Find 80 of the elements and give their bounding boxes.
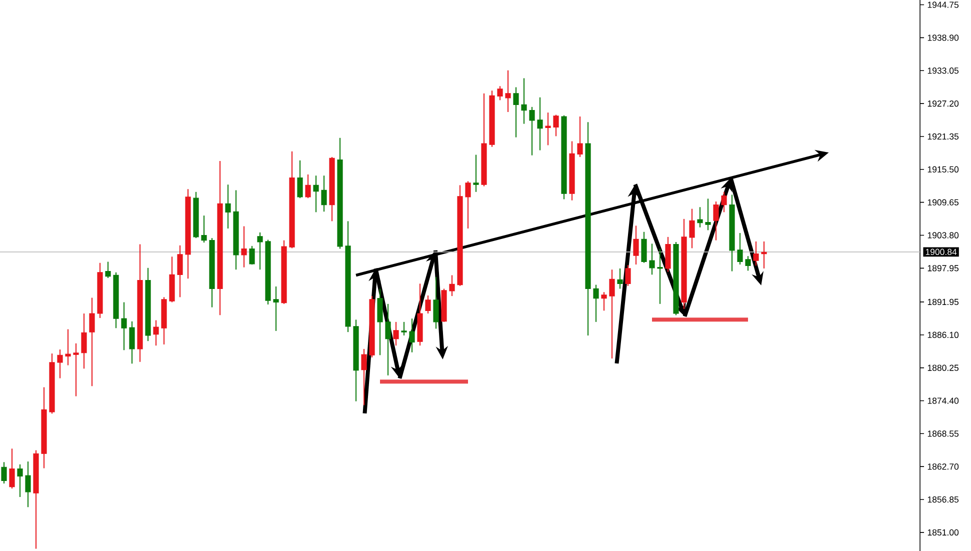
candlestick: [593, 284, 599, 322]
y-tick-label: 1933.05: [928, 68, 959, 74]
candlestick: [257, 232, 263, 270]
candlestick: [65, 328, 71, 366]
candlestick: [121, 302, 127, 351]
candlestick: [385, 303, 391, 376]
candlestick: [201, 215, 207, 244]
candlestick: [689, 208, 695, 249]
candlestick: [73, 342, 79, 397]
y-tick-label: 1891.95: [928, 298, 959, 306]
ref-line-label: 1900.84: [926, 248, 957, 256]
candlestick: [393, 321, 399, 346]
candlestick: [1, 462, 7, 484]
y-tick-label: 1944.75: [928, 2, 959, 8]
candlestick: [625, 264, 631, 286]
candlestick: [57, 349, 63, 379]
candlestick: [361, 348, 367, 406]
candlestick: [713, 200, 719, 241]
candlestick: [177, 244, 183, 298]
candlestick: [225, 184, 231, 229]
candlestick: [633, 225, 639, 266]
candlestick: [377, 288, 383, 356]
y-tick-label: 1851.00: [928, 529, 959, 536]
candlestick: [737, 232, 743, 266]
candlestick: [657, 248, 663, 304]
candlestick: [745, 256, 751, 272]
candlestick: [553, 114, 559, 137]
candlestick: [401, 321, 407, 336]
candlestick: [473, 154, 479, 192]
candlestick: [721, 191, 727, 213]
candlestick: [105, 261, 111, 279]
candlestick: [761, 240, 767, 269]
candlestick: [9, 448, 15, 490]
candlestick: [649, 243, 655, 276]
y-tick-label: 1903.80: [928, 232, 959, 238]
candlestick: [273, 286, 279, 332]
candlestick: [321, 175, 327, 212]
candlestick: [25, 461, 31, 508]
y-tick-label: 1938.90: [928, 34, 959, 41]
y-tick-label: 1921.35: [928, 133, 959, 140]
candlestick: [697, 206, 703, 228]
candlestick: [465, 180, 471, 229]
candlestick: [705, 198, 711, 231]
candlestick: [425, 294, 431, 314]
candlestick: [305, 174, 311, 199]
y-tick-label: 1915.50: [928, 166, 959, 172]
candlestick: [641, 231, 647, 264]
y-tick-label: 1897.95: [928, 265, 959, 272]
candlestick: [505, 70, 511, 112]
candlestick: [545, 112, 551, 146]
candlestick: [17, 464, 23, 498]
candlestick: [577, 116, 583, 158]
candlestick: [153, 320, 159, 346]
candlestick: [409, 318, 415, 353]
y-tick-label: 1856.85: [928, 496, 959, 503]
y-tick-label: 1886.10: [928, 332, 959, 338]
candlestick: [81, 312, 87, 370]
candlestick: [537, 96, 543, 151]
y-tick-label: 1927.20: [928, 100, 959, 107]
candlestick: [249, 245, 255, 266]
candlestick: [449, 274, 455, 297]
candlestick: [753, 240, 759, 266]
y-tick-label: 1909.65: [928, 199, 959, 206]
y-tick-label: 1868.55: [928, 430, 959, 437]
y-tick-label: 1862.70: [928, 463, 959, 470]
y-tick-label: 1880.25: [928, 364, 959, 371]
candlestick: [521, 78, 527, 124]
candlestick: [497, 86, 503, 101]
candlestick: [313, 175, 319, 213]
candlestick: [617, 268, 623, 290]
candlestick: [529, 106, 535, 156]
candlestick: [609, 269, 615, 360]
y-tick-label: 1874.40: [928, 398, 959, 404]
candlestick: [433, 276, 439, 330]
candlestick: [129, 320, 135, 364]
candlestick: [89, 297, 95, 387]
candlestick: [601, 292, 607, 312]
candlestick: [241, 226, 247, 268]
candlestick: [297, 160, 303, 199]
candlestick: [513, 86, 519, 138]
